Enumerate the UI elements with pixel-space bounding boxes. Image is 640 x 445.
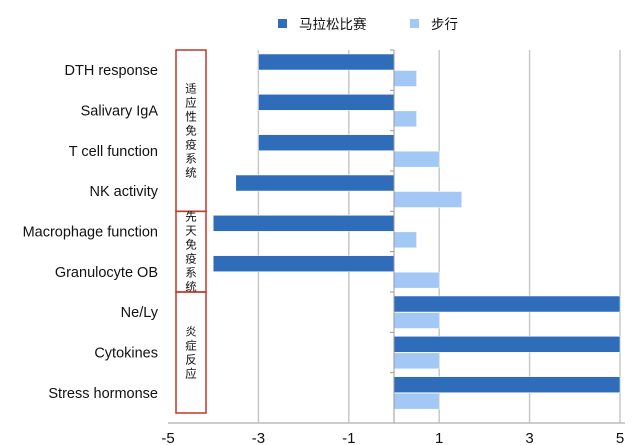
group-label: 炎症反应 <box>185 326 197 381</box>
bar-walking <box>393 312 440 329</box>
x-tick-label: -3 <box>252 430 265 445</box>
bar-marathon <box>258 94 395 111</box>
category-label: Salivary IgA <box>81 104 159 120</box>
category-label: Granulocyte OB <box>55 265 158 281</box>
bar-marathon <box>393 376 621 393</box>
category-label: Ne/Ly <box>121 305 159 321</box>
bar-walking <box>393 271 440 289</box>
category-label: DTH response <box>65 63 158 79</box>
bar-marathon <box>393 336 621 353</box>
category-label: NK activity <box>90 184 159 200</box>
legend-swatch <box>278 19 287 28</box>
bar-walking <box>393 110 417 128</box>
bar-walking <box>393 231 417 249</box>
bar-walking <box>393 191 463 208</box>
bar-marathon <box>258 53 395 71</box>
category-label: T cell function <box>69 144 158 160</box>
group-label: 先天免疫系统 <box>185 211 197 294</box>
group-label: 适应性免疫系统 <box>185 83 197 180</box>
x-tick-label: -1 <box>342 430 355 445</box>
legend-label: 步行 <box>431 17 458 32</box>
bar-walking <box>393 352 440 370</box>
bar-walking <box>393 150 440 168</box>
x-tick-label: 1 <box>435 430 443 445</box>
bar-walking <box>393 392 440 410</box>
bar-marathon <box>235 174 395 192</box>
bar-walking <box>393 70 417 87</box>
x-tick-label: 3 <box>525 430 533 445</box>
category-label: Stress hormonse <box>48 386 158 402</box>
category-label: Cytokines <box>94 346 158 362</box>
bar-marathon <box>212 255 395 272</box>
legend-swatch <box>410 19 419 28</box>
bar-marathon <box>258 134 395 151</box>
legend-label: 马拉松比赛 <box>299 17 367 32</box>
bar-marathon <box>212 215 395 232</box>
x-tick-label: -5 <box>161 430 174 445</box>
x-tick-label: 5 <box>616 430 624 445</box>
bar-marathon <box>393 295 621 313</box>
group-box <box>175 291 207 414</box>
category-label: Macrophage function <box>23 225 158 241</box>
